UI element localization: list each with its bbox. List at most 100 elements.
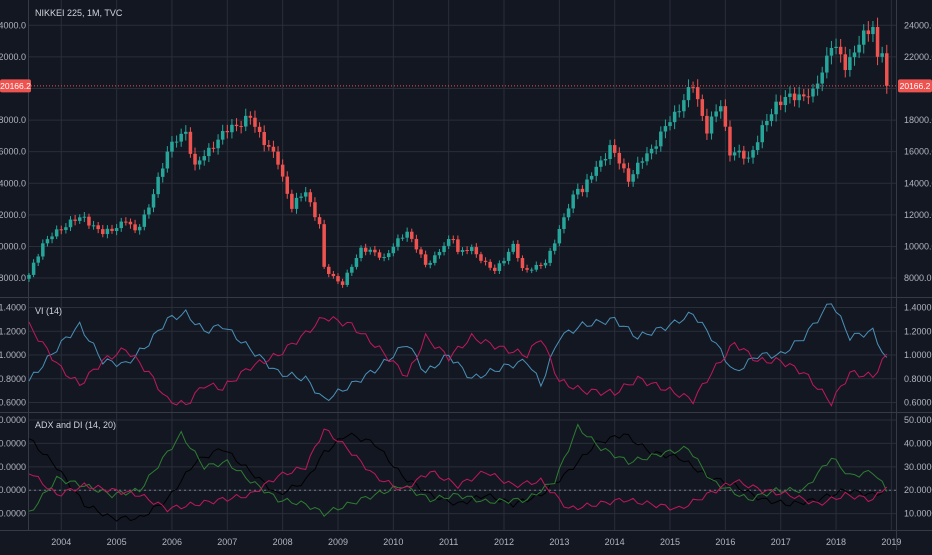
candle-body[interactable]: [769, 114, 774, 121]
candle-body[interactable]: [280, 164, 285, 177]
candle-body[interactable]: [225, 130, 230, 133]
candle-body[interactable]: [290, 193, 294, 209]
candle-body[interactable]: [589, 175, 594, 180]
candle-body[interactable]: [788, 93, 792, 97]
candle-body[interactable]: [742, 150, 746, 159]
candle-body[interactable]: [386, 253, 391, 258]
candle-body[interactable]: [488, 261, 492, 268]
candle-body[interactable]: [469, 247, 474, 252]
candle-body[interactable]: [285, 176, 290, 194]
candle-body[interactable]: [396, 238, 400, 247]
candle-body[interactable]: [875, 26, 880, 57]
candle-body[interactable]: [843, 54, 848, 71]
candle-body[interactable]: [239, 126, 243, 128]
candle-body[interactable]: [751, 150, 755, 158]
candle-body[interactable]: [529, 269, 534, 271]
candle-body[interactable]: [493, 267, 497, 271]
candle-body[interactable]: [848, 57, 852, 71]
candle-body[interactable]: [391, 246, 396, 254]
candle-body[interactable]: [700, 99, 705, 116]
candle-body[interactable]: [294, 197, 299, 209]
candle-body[interactable]: [202, 156, 206, 161]
candle-body[interactable]: [124, 221, 128, 223]
candle-body[interactable]: [77, 217, 82, 221]
candle-body[interactable]: [755, 142, 760, 151]
candle-body[interactable]: [885, 53, 889, 86]
candle-body[interactable]: [737, 150, 741, 153]
candle-body[interactable]: [114, 228, 119, 231]
candle-body[interactable]: [248, 115, 253, 118]
candle-body[interactable]: [774, 101, 778, 115]
series-adx[interactable]: [28, 432, 888, 522]
candle-body[interactable]: [331, 273, 336, 277]
candle-body[interactable]: [746, 157, 751, 159]
candle-body[interactable]: [73, 219, 77, 221]
candle-body[interactable]: [760, 125, 765, 143]
candle-body[interactable]: [119, 221, 123, 229]
candle-body[interactable]: [340, 281, 345, 285]
candle-body[interactable]: [525, 268, 529, 270]
candle-body[interactable]: [677, 111, 682, 113]
candle-body[interactable]: [165, 151, 170, 169]
candle-body[interactable]: [220, 130, 225, 140]
candle-body[interactable]: [322, 224, 326, 267]
candle-body[interactable]: [142, 214, 147, 227]
candle-body[interactable]: [580, 188, 585, 193]
candle-body[interactable]: [585, 179, 589, 193]
candle-body[interactable]: [506, 251, 511, 261]
candle-body[interactable]: [303, 192, 308, 197]
candle-body[interactable]: [635, 162, 640, 175]
candle-body[interactable]: [534, 264, 539, 270]
candle-body[interactable]: [797, 94, 801, 101]
candle-body[interactable]: [27, 274, 31, 279]
price-pane[interactable]: [27, 17, 898, 288]
candle-body[interactable]: [299, 196, 303, 198]
candle-body[interactable]: [599, 160, 603, 167]
candle-body[interactable]: [626, 168, 631, 182]
candle-body[interactable]: [732, 152, 737, 156]
candle-body[interactable]: [649, 148, 654, 154]
candle-body[interactable]: [728, 126, 732, 156]
candle-body[interactable]: [705, 115, 709, 134]
candle-body[interactable]: [179, 133, 183, 142]
candle-body[interactable]: [631, 174, 635, 182]
candle-body[interactable]: [474, 247, 479, 255]
candle-body[interactable]: [622, 163, 626, 169]
candle-body[interactable]: [50, 236, 54, 240]
candle-body[interactable]: [373, 249, 377, 253]
candle-body[interactable]: [682, 100, 686, 112]
candle-body[interactable]: [91, 225, 96, 227]
candle-body[interactable]: [520, 258, 525, 269]
candle-body[interactable]: [548, 250, 552, 263]
candle-body[interactable]: [336, 276, 340, 282]
candle-body[interactable]: [825, 55, 829, 73]
candle-body[interactable]: [354, 258, 359, 267]
candle-body[interactable]: [852, 52, 857, 58]
candle-body[interactable]: [640, 161, 645, 163]
candle-body[interactable]: [783, 96, 788, 106]
series-vi-plus[interactable]: [28, 303, 888, 402]
series-vi-minus[interactable]: [28, 316, 888, 407]
candle-body[interactable]: [271, 146, 276, 152]
candle-body[interactable]: [363, 247, 368, 252]
candle-body[interactable]: [170, 141, 174, 152]
series-di-minus[interactable]: [28, 428, 888, 513]
candle-body[interactable]: [151, 194, 156, 208]
candle-body[interactable]: [566, 208, 571, 218]
candle-body[interactable]: [400, 237, 405, 239]
candle-body[interactable]: [792, 93, 797, 101]
candle-body[interactable]: [442, 245, 446, 252]
candle-body[interactable]: [253, 117, 257, 127]
candle-body[interactable]: [663, 126, 668, 132]
candle-body[interactable]: [686, 87, 691, 101]
candle-body[interactable]: [184, 131, 188, 134]
candle-body[interactable]: [543, 262, 548, 266]
candle-body[interactable]: [608, 145, 612, 159]
candle-body[interactable]: [101, 229, 105, 235]
candle-body[interactable]: [276, 151, 280, 165]
candle-body[interactable]: [423, 254, 428, 265]
candle-body[interactable]: [552, 243, 557, 251]
candle-body[interactable]: [460, 250, 465, 252]
candle-body[interactable]: [160, 168, 165, 177]
